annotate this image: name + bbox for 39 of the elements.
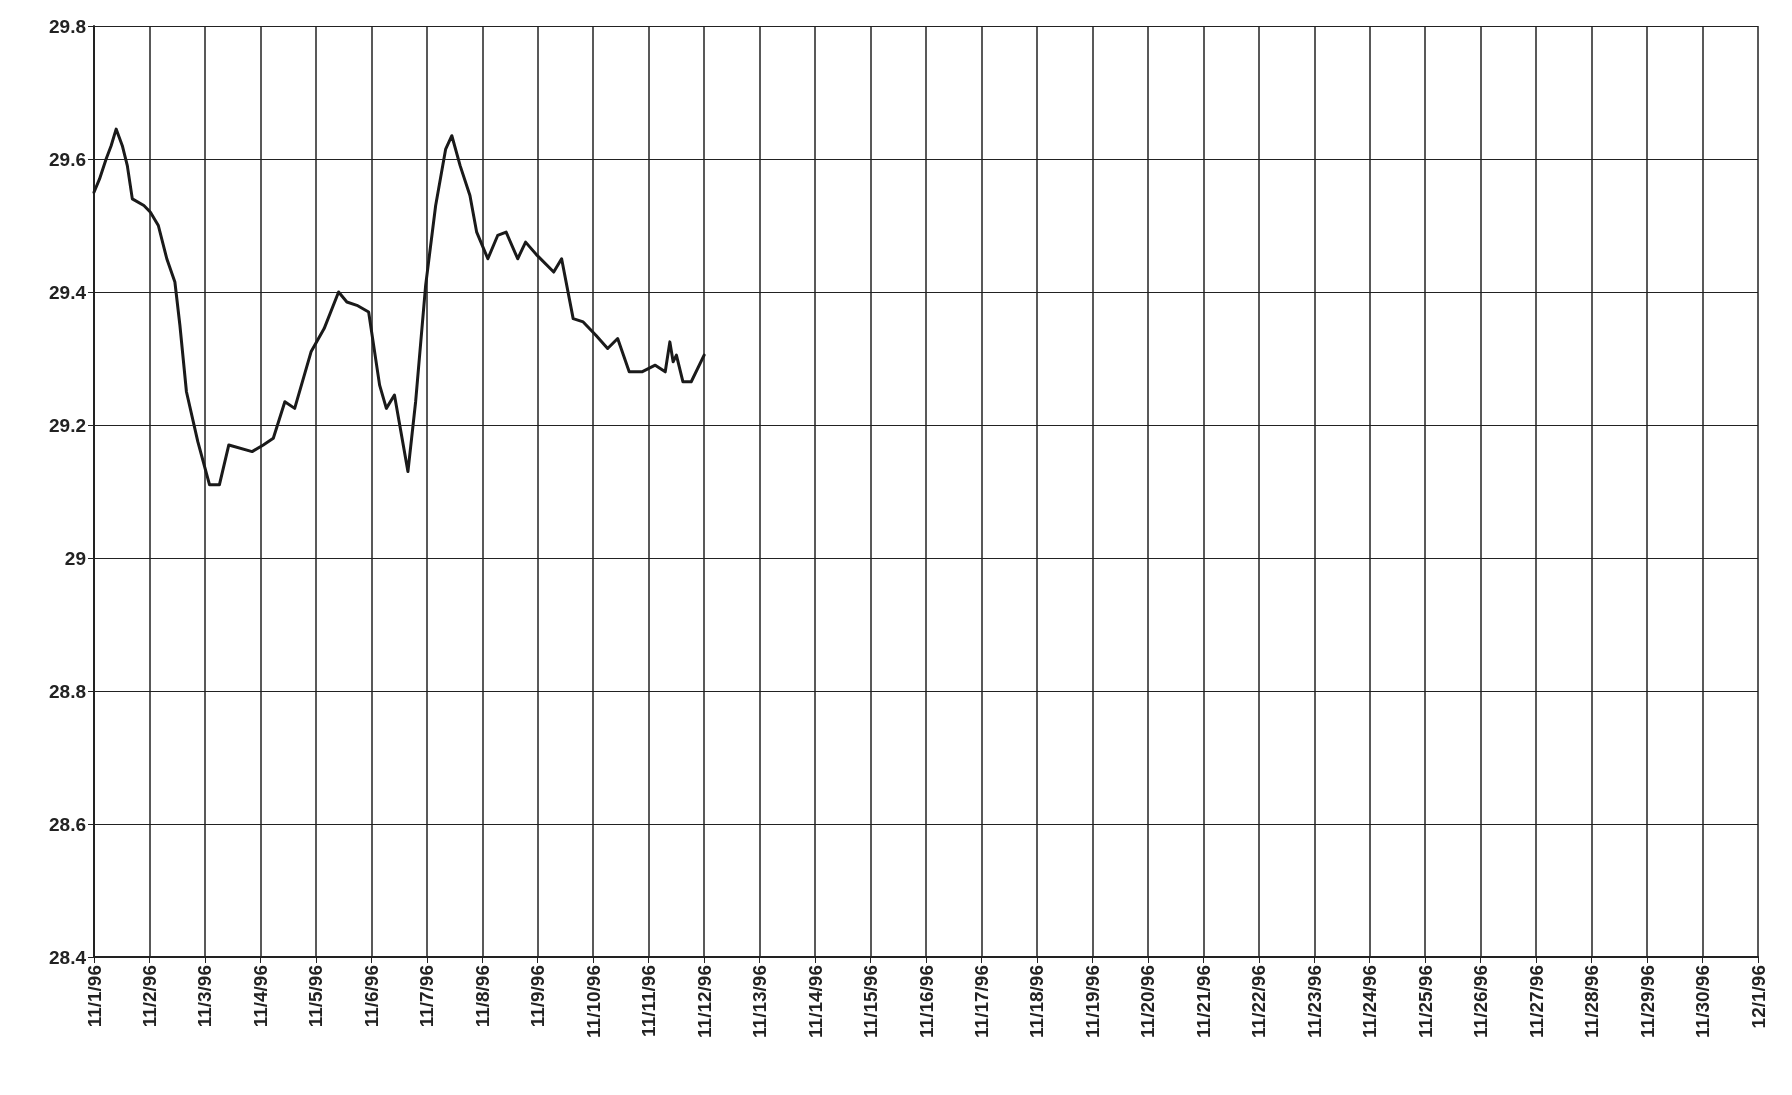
x-tick-label: 11/9/96 — [527, 965, 549, 1028]
x-tick-label: 11/16/96 — [915, 965, 937, 1038]
x-tick-label: 11/24/96 — [1359, 965, 1381, 1038]
x-tick-label: 11/22/96 — [1248, 965, 1270, 1038]
x-tick-label: 11/25/96 — [1414, 965, 1436, 1038]
x-tick-label: 11/8/96 — [471, 965, 493, 1028]
x-tick-label: 11/19/96 — [1081, 965, 1103, 1038]
x-tick-label: 11/23/96 — [1303, 965, 1325, 1038]
x-tick-label: 11/5/96 — [305, 965, 327, 1028]
x-tick-label: 11/10/96 — [582, 965, 604, 1038]
x-tick-label: 11/29/96 — [1636, 965, 1658, 1038]
y-tick-label: 28.8 — [49, 680, 86, 702]
x-tick-label: 11/11/96 — [638, 965, 660, 1037]
y-tick-label: 28.4 — [49, 946, 87, 968]
x-tick-label: 11/13/96 — [749, 965, 771, 1038]
y-tick-label: 29.8 — [49, 15, 86, 37]
x-tick-label: 11/20/96 — [1137, 965, 1159, 1038]
x-tick-label: 11/7/96 — [416, 965, 438, 1028]
y-tick-label: 29.6 — [49, 148, 86, 170]
x-tick-label: 12/1/96 — [1747, 965, 1769, 1029]
y-tick-label: 29.4 — [49, 281, 87, 303]
y-tick-label: 29.2 — [49, 414, 86, 436]
x-tick-label: 11/6/96 — [360, 965, 382, 1028]
x-tick-label: 11/21/96 — [1192, 965, 1214, 1038]
x-tick-label: 11/3/96 — [194, 965, 216, 1028]
x-tick-label: 11/26/96 — [1470, 965, 1492, 1038]
x-tick-label: 11/28/96 — [1581, 965, 1603, 1038]
x-tick-label: 11/1/96 — [83, 965, 105, 1028]
x-tick-label: 11/15/96 — [860, 965, 882, 1038]
x-tick-label: 11/14/96 — [804, 965, 826, 1038]
x-tick-label: 11/27/96 — [1525, 965, 1547, 1038]
y-tick-label: 28.6 — [49, 813, 86, 835]
x-tick-label: 11/4/96 — [249, 965, 271, 1028]
x-tick-label: 11/18/96 — [1026, 965, 1048, 1038]
x-tick-label: 11/17/96 — [970, 965, 992, 1038]
y-tick-label: 29 — [64, 547, 86, 569]
x-tick-label: 11/12/96 — [693, 965, 715, 1038]
x-tick-label: 11/2/96 — [138, 965, 160, 1028]
x-tick-label: 11/30/96 — [1692, 965, 1714, 1038]
